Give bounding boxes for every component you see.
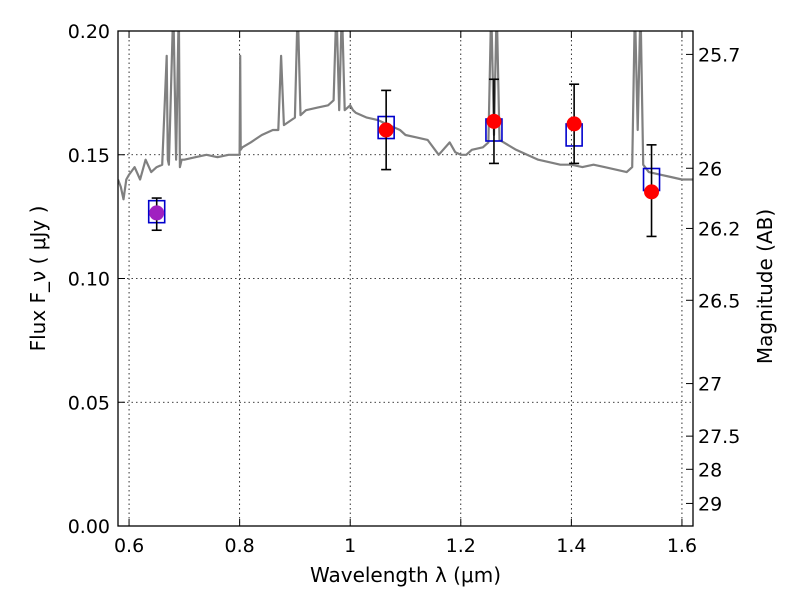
y-tick-label: 0.20 xyxy=(68,21,110,43)
x-tick-label: 0.6 xyxy=(114,535,144,557)
plot-area xyxy=(118,31,693,201)
observed-point xyxy=(149,205,165,221)
y-axis-label: Flux F_ν ( μJy ) xyxy=(26,206,50,352)
x-tick-label: 1.2 xyxy=(446,535,476,557)
x-axis-label: Wavelength λ (μm) xyxy=(310,563,501,587)
mag-tick-label: 26.2 xyxy=(698,218,740,240)
y-axis: 0.00 0.05 0.10 0.15 0.20 xyxy=(68,21,125,538)
x-tick-label: 1 xyxy=(344,535,356,557)
observed-point xyxy=(486,113,502,129)
grid xyxy=(118,30,693,527)
y-tick-label: 0.15 xyxy=(68,145,110,167)
mag-tick-label: 25.7 xyxy=(698,44,740,66)
x-tick-label: 1.6 xyxy=(667,535,697,557)
y-tick-label: 0.00 xyxy=(68,516,110,538)
magnitude-axis-label: Magnitude (AB) xyxy=(753,209,777,364)
mag-tick-label: 27.5 xyxy=(698,426,740,448)
observed-point xyxy=(566,116,582,132)
x-tick-label: 0.8 xyxy=(225,535,255,557)
observed-points xyxy=(149,78,660,238)
mag-tick-label: 28 xyxy=(698,459,722,481)
mag-tick-label: 26.5 xyxy=(698,290,740,312)
mag-tick-label: 29 xyxy=(698,493,722,515)
magnitude-axis: 25.7 26 26.2 26.5 27 27.5 28 29 xyxy=(686,44,740,515)
mag-tick-label: 27 xyxy=(698,374,722,396)
x-axis: 0.6 0.8 1 1.2 1.4 1.6 xyxy=(114,31,697,557)
mag-tick-label: 26 xyxy=(698,158,722,180)
model-spectrum-line xyxy=(118,31,693,201)
observed-point xyxy=(378,122,394,138)
x-tick-label: 1.4 xyxy=(556,535,586,557)
y-tick-label: 0.05 xyxy=(68,392,110,414)
y-tick-label: 0.10 xyxy=(68,269,110,291)
observed-point xyxy=(644,184,660,200)
